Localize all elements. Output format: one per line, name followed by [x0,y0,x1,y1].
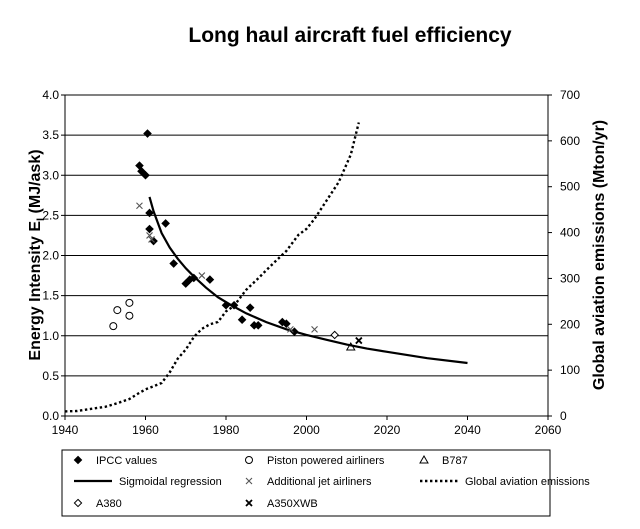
x-tick-label: 2060 [535,423,562,437]
y-left-tick-label: 1.0 [42,329,59,343]
legend: IPCC values Piston powered airliners B787 S… [61,449,590,517]
x-tick-label: 2000 [293,423,320,437]
legend-label-sigmoidal-regression: Sigmoidal regression [119,476,222,488]
data-point-ipcc-values [205,275,215,284]
data-point-ipcc-values [145,224,154,234]
y-axis-right-label: Global aviation emissions (Mton/yr) [591,120,608,390]
y-left-tick-label: 4.0 [42,88,59,102]
x-tick-label: 2040 [454,423,481,437]
data-point-additional-jet-airliners [287,325,294,333]
data-point-additional-jet-airliners [136,202,143,210]
legend-label-a350xwb: A350XWB [267,498,318,510]
x-tick-label: 2020 [374,423,401,437]
data-point-ipcc-values [278,317,287,327]
data-point-piston-powered-airliners [125,298,134,307]
y-right-tick-label: 700 [560,88,580,102]
y-right-tick-label: 100 [560,363,580,377]
data-point-ipcc-values [169,259,178,268]
data-point-ipcc-values [237,315,247,325]
y-right-tick-label: 200 [560,317,580,331]
data-point-ipcc-values [253,321,263,330]
y-left-tick-label: 2.0 [42,249,59,263]
series-line-global-aviation-emissions [64,122,360,413]
y-right-tick-label: 500 [560,180,580,194]
data-point-additional-jet-airliners [311,325,318,333]
data-point-ipcc-values [161,219,170,228]
data-point-ipcc-values [137,166,146,176]
x-tick-label: 1960 [132,423,159,437]
legend-label-additional-jet-airliners: Additional jet airliners [267,476,372,488]
legend-label-piston-powered-airliners: Piston powered airliners [267,455,385,467]
data-point-a350xwb [355,336,363,345]
legend-items: IPCC values Piston powered airliners B787 S… [73,454,590,510]
x-tick-label: 1980 [213,423,240,437]
y-right-tick-label: 0 [560,409,567,423]
y-axis-left-label-main: Energy Intensity E [27,221,44,361]
data-point-additional-jet-airliners [148,236,155,243]
legend-marker-a380 [73,498,83,508]
data-point-additional-jet-airliners [198,272,206,279]
data-point-ipcc-values [245,303,255,312]
y-axis-left-label: Energy Intensity EI (MJ/ask) [27,149,47,360]
y-left-tick-label: 2.5 [42,208,59,222]
y-left-tick-label: 1.5 [42,289,59,303]
y-left-tick-label: 3.0 [42,168,59,182]
data-point-a380 [330,330,339,340]
data-point-ipcc-values [145,208,154,218]
y-left-tick-label: 3.5 [42,128,59,142]
legend-marker-additional-jet-airliners [245,477,253,485]
y-right-tick-label: 400 [560,226,580,240]
y-left-tick-label: 0.5 [42,369,59,383]
legend-label-b787: B787 [442,455,468,467]
y-right-tick-label: 300 [560,271,580,285]
data-point-additional-jet-airliners [146,232,153,239]
y-right-tick-label: 600 [560,134,580,148]
legend-label-global-aviation-emissions: Global aviation emissions [465,476,590,488]
data-point-ipcc-values [143,129,152,138]
y-axis-left-label-sub: I [35,218,47,221]
y-axis-left-label-unit: (MJ/ask) [27,149,44,217]
legend-marker-b787 [419,454,429,464]
chart-title: Long haul aircraft fuel efficiency [188,24,512,47]
series-line-sigmoidal-regression [148,196,468,365]
data-point-ipcc-values [141,170,150,180]
data-point-piston-powered-airliners [125,311,134,320]
data-point-ipcc-values [181,279,191,288]
x-tick-label: 1940 [52,423,79,437]
legend-marker-ipcc-values [73,455,83,465]
legend-box [61,449,551,517]
y-left-tick-label: 0.0 [42,409,59,423]
axes: 0.0 0.5 1.0 1.5 2.0 2.5 3.0 3.5 4.0 0 100 200 300 400… [42,88,580,437]
data-point-piston-powered-airliners [109,322,118,331]
legend-marker-piston-powered-airliners [245,456,253,464]
legend-label-a380: A380 [96,498,122,510]
data-point-piston-powered-airliners [113,306,122,315]
legend-label-ipcc-values: IPCC values [96,455,158,467]
data-point-ipcc-values [282,319,291,329]
series-layer [64,122,468,413]
legend-marker-a350xwb [245,499,253,507]
data-point-ipcc-values [189,273,199,283]
